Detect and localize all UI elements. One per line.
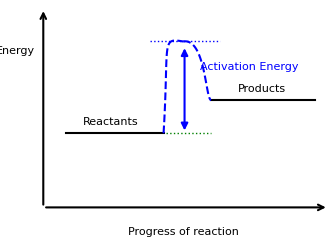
- Text: Progress of reaction: Progress of reaction: [128, 227, 238, 237]
- Text: Energy: Energy: [0, 46, 35, 56]
- Text: Reactants: Reactants: [83, 117, 138, 127]
- Text: Products: Products: [237, 84, 285, 94]
- Text: Activation Energy: Activation Energy: [200, 62, 298, 72]
